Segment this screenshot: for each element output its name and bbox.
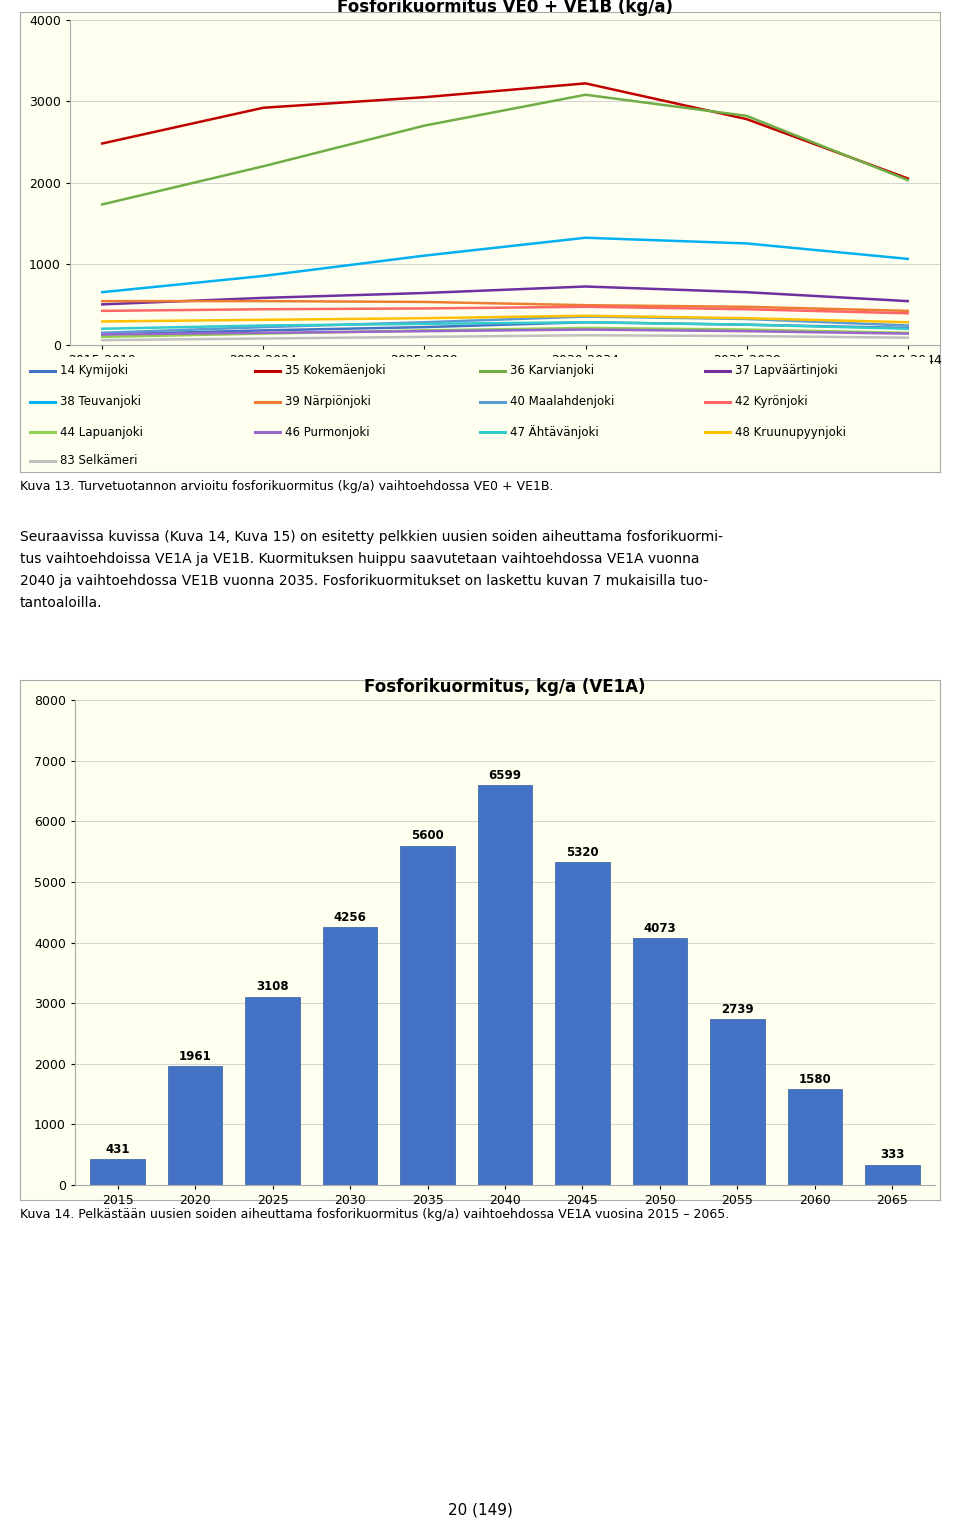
Text: 3108: 3108 (256, 980, 289, 994)
Text: 48 Kruunupyynjoki: 48 Kruunupyynjoki (734, 426, 846, 438)
Text: 40 Maalahdenjoki: 40 Maalahdenjoki (510, 395, 614, 408)
Text: 1961: 1961 (179, 1050, 211, 1063)
Text: Kuva 14. Pelkästään uusien soiden aiheuttama fosforikuormitus (kg/a) vaihtoehdos: Kuva 14. Pelkästään uusien soiden aiheut… (20, 1207, 730, 1221)
Text: 35 Kokemäenjoki: 35 Kokemäenjoki (285, 365, 385, 377)
Bar (90, 1158, 145, 1184)
Text: 46 Purmonjoki: 46 Purmonjoki (285, 426, 370, 438)
Text: 4256: 4256 (334, 910, 367, 924)
Text: 14 Kymijoki: 14 Kymijoki (60, 365, 128, 377)
Text: 42 Kyrönjoki: 42 Kyrönjoki (734, 395, 807, 408)
Text: 37 Lapväärtinjoki: 37 Lapväärtinjoki (734, 365, 837, 377)
Text: 333: 333 (880, 1149, 904, 1161)
Title: Fosforikuormitus, kg/a (VE1A): Fosforikuormitus, kg/a (VE1A) (364, 678, 646, 695)
Text: 39 Närpiönjoki: 39 Närpiönjoki (285, 395, 371, 408)
Text: 36 Karvianjoki: 36 Karvianjoki (510, 365, 594, 377)
Bar (633, 938, 687, 1184)
Text: 47 Ähtävänjoki: 47 Ähtävänjoki (510, 426, 598, 440)
Text: 44 Lapuanjoki: 44 Lapuanjoki (60, 426, 143, 438)
Text: 1580: 1580 (799, 1074, 831, 1086)
Text: Kuva 13. Turvetuotannon arvioitu fosforikuormitus (kg/a) vaihtoehdossa VE0 + VE1: Kuva 13. Turvetuotannon arvioitu fosfori… (20, 480, 554, 494)
Text: 83 Selkämeri: 83 Selkämeri (60, 454, 137, 468)
Bar (168, 1066, 222, 1184)
Bar (400, 846, 455, 1184)
Bar (710, 1020, 764, 1184)
Text: 5600: 5600 (411, 829, 444, 843)
Bar (556, 863, 610, 1184)
Bar (865, 1164, 920, 1184)
Text: tus vaihtoehdoissa VE1A ja VE1B. Kuormituksen huippu saavutetaan vaihtoehdossa V: tus vaihtoehdoissa VE1A ja VE1B. Kuormit… (20, 552, 700, 566)
Text: Seuraavissa kuvissa (Kuva 14, Kuva 15) on esitetty pelkkien uusien soiden aiheut: Seuraavissa kuvissa (Kuva 14, Kuva 15) o… (20, 531, 723, 544)
Title: Fosforikuormitus VE0 + VE1B (kg/a): Fosforikuormitus VE0 + VE1B (kg/a) (337, 0, 673, 15)
Text: 2040 ja vaihtoehdossa VE1B vuonna 2035. Fosforikuormitukset on laskettu kuvan 7 : 2040 ja vaihtoehdossa VE1B vuonna 2035. … (20, 574, 708, 588)
Text: tantoaloilla.: tantoaloilla. (20, 597, 103, 611)
Bar (788, 1089, 842, 1184)
Text: 38 Teuvanjoki: 38 Teuvanjoki (60, 395, 141, 408)
Text: 4073: 4073 (643, 921, 676, 935)
Bar (323, 927, 377, 1184)
Text: 431: 431 (106, 1143, 130, 1155)
Text: 2739: 2739 (721, 1003, 754, 1015)
Bar (478, 784, 532, 1184)
Text: 6599: 6599 (489, 769, 521, 781)
Text: 5320: 5320 (566, 846, 599, 860)
Bar (246, 997, 300, 1184)
Text: 20 (149): 20 (149) (447, 1503, 513, 1518)
